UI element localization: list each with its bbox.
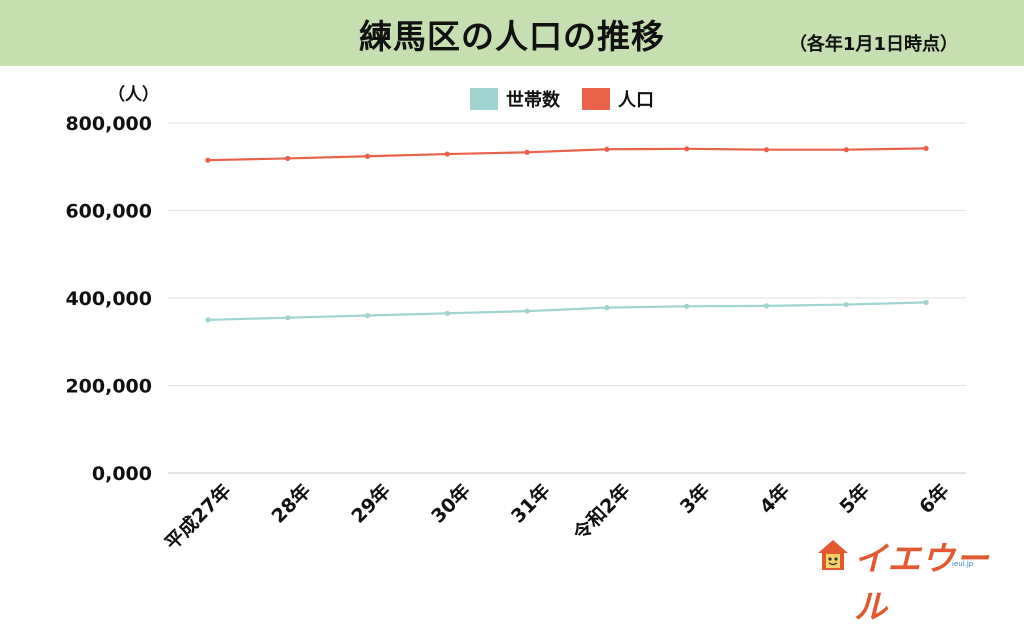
households-point <box>524 308 530 314</box>
page-subtitle: （各年1月1日時点） <box>788 34 958 55</box>
population-point <box>604 146 610 152</box>
population-point <box>763 147 770 153</box>
y-tick-label: 200,000 <box>65 376 152 398</box>
y-axis-unit-label: （人） <box>108 85 159 105</box>
population-point <box>205 157 211 163</box>
ieul-logo: イエウール ieul.jp <box>816 534 1016 626</box>
legend-item-households: 世帯数 <box>470 86 560 112</box>
households-point <box>364 312 371 319</box>
page-title: 練馬区の人口の推移 <box>359 17 665 56</box>
x-tick-label: 6年 <box>915 479 954 518</box>
x-tick-label: 29年 <box>347 479 395 527</box>
population-line <box>207 147 927 162</box>
x-tick-label: 令和2年 <box>569 479 635 545</box>
chart-legend: 世帯数 人口 <box>470 86 676 112</box>
line-chart: 0,000 200,000 400,000 600,000 800,000 平成27年 28… <box>65 113 966 555</box>
population-point <box>285 155 291 162</box>
population-point <box>843 147 849 153</box>
legend-item-population: 人口 <box>582 86 654 112</box>
population-point <box>444 151 450 157</box>
legend-swatch-households <box>470 88 498 110</box>
x-tick-label: 4年 <box>755 479 794 518</box>
title-banner: 練馬区の人口の推移 （各年1月1日時点） <box>0 0 1024 66</box>
y-tick-label: 800,000 <box>65 113 152 135</box>
logo-text: イエウール <box>854 539 990 626</box>
population-point <box>524 149 530 155</box>
x-tick-label: 平成27年 <box>160 479 235 554</box>
population-point <box>684 146 690 152</box>
households-point <box>684 303 690 309</box>
households-point <box>285 315 291 321</box>
households-point <box>205 317 211 323</box>
legend-label-population: 人口 <box>618 90 654 111</box>
y-tick-label: 400,000 <box>65 288 152 310</box>
y-tick-label: 600,000 <box>65 201 152 223</box>
logo-url: ieul.jp <box>952 560 974 568</box>
households-line <box>207 301 927 321</box>
population-point <box>923 145 929 151</box>
x-tick-label: 31年 <box>506 479 554 527</box>
households-point <box>444 310 450 316</box>
households-point <box>604 305 610 311</box>
households-point <box>923 299 929 305</box>
households-point <box>843 301 849 308</box>
x-tick-label: 3年 <box>675 479 714 518</box>
x-tick-label: 28年 <box>267 479 315 527</box>
house-icon <box>818 540 848 570</box>
x-tick-label: 5年 <box>835 479 874 518</box>
y-tick-label: 0,000 <box>92 463 152 485</box>
population-point <box>364 153 371 159</box>
legend-label-households: 世帯数 <box>506 90 560 111</box>
x-tick-label: 30年 <box>426 479 474 527</box>
households-point <box>763 303 770 309</box>
legend-swatch-population <box>582 88 610 110</box>
